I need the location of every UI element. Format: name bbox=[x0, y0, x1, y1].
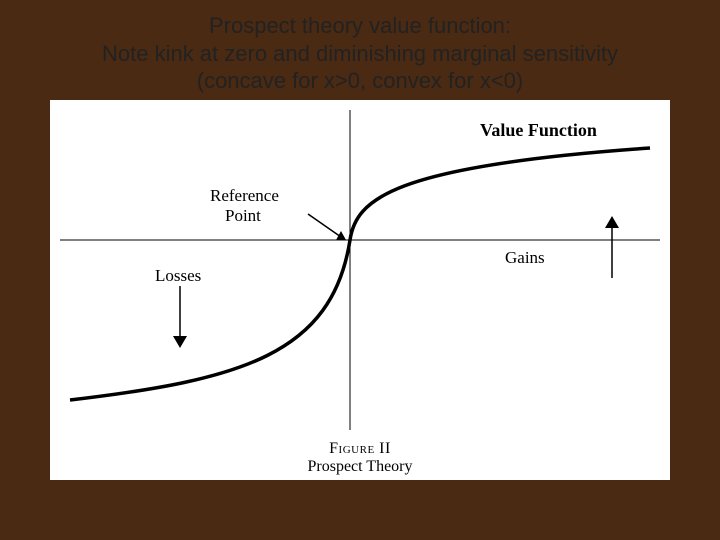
reference-point-arrow-head bbox=[336, 231, 346, 240]
losses-arrow-head bbox=[173, 336, 187, 348]
label-losses: Losses bbox=[155, 266, 201, 286]
label-reference-point-line1: Reference bbox=[210, 186, 279, 206]
label-value-function: Value Function bbox=[480, 120, 597, 141]
title-line-2: Note kink at zero and diminishing margin… bbox=[0, 40, 720, 68]
reference-point-arrow bbox=[308, 214, 341, 237]
gains-arrow-head bbox=[605, 216, 619, 228]
slide-root: Prospect theory value function: Note kin… bbox=[0, 0, 720, 540]
slide-title: Prospect theory value function: Note kin… bbox=[0, 0, 720, 103]
label-reference-point-line2: Point bbox=[225, 206, 261, 226]
figure-caption-line2: Prospect Theory bbox=[50, 458, 670, 476]
figure-caption-line1: Figure II bbox=[50, 440, 670, 458]
title-line-3: (concave for x>0, convex for x<0) bbox=[0, 67, 720, 95]
figure-panel: Value Function Reference Point Gains Los… bbox=[50, 100, 670, 480]
label-gains: Gains bbox=[505, 248, 545, 268]
title-line-1: Prospect theory value function: bbox=[0, 12, 720, 40]
value-function-chart bbox=[50, 100, 670, 440]
